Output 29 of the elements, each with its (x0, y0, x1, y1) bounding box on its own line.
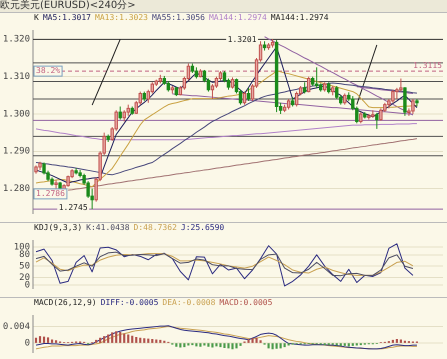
text: MA144:1.2974 (208, 13, 267, 22)
text: K:41.0438 (86, 223, 130, 232)
text: D:48.7362 (134, 223, 177, 232)
annotation: 38.2% (36, 66, 60, 76)
y-tick-label: 50 (19, 262, 30, 272)
y-tick-label: 1.300 (2, 109, 30, 120)
legend-title: KDJ(9,3,3) (34, 223, 82, 232)
y-tick-label: 0.004 (2, 322, 30, 332)
y-tick-label: 0 (24, 280, 30, 291)
y-tick-label: 80 (19, 250, 30, 260)
text: MA13:1.3023 (95, 13, 148, 22)
annotation: 1.2745 (58, 203, 88, 212)
text: MACD:0.0005 (219, 298, 272, 307)
text: MA144:1.2974 (270, 13, 329, 22)
y-tick-label: 1.310 (2, 72, 30, 82)
y-tick-label: 1.320 (2, 34, 30, 45)
text: DIFF:-0.0005 (100, 298, 158, 307)
text: MA5:1.3017 (42, 13, 91, 22)
annotation: 1.3201 (228, 35, 257, 44)
ref-line-label: 1.3115 (413, 61, 442, 70)
y-tick-label: 1.290 (2, 146, 30, 157)
annotation: 1.2786 (36, 188, 66, 198)
legend-title: MACD(26,12,9) (34, 298, 97, 307)
y-tick-label: 0 (24, 338, 30, 348)
text: J:25.6590 (180, 223, 224, 232)
legend-title: K (34, 13, 39, 22)
text: MA55:1.3056 (152, 13, 205, 22)
text: DEA:-0.0008 (162, 298, 216, 307)
y-tick-label: 1.280 (2, 184, 30, 194)
